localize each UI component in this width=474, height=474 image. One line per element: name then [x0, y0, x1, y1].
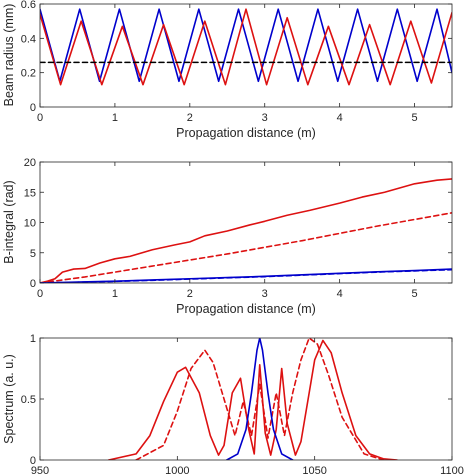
x-tick-label: 2 [187, 112, 193, 124]
chart-panel-3: 950 1000 1050 1100 0 0.5 1 Spectrum (a. u.) [2, 333, 464, 474]
series-line-2 [135, 338, 385, 460]
x-tick-label: 1100 [440, 465, 464, 474]
x-tick-label: 5 [411, 288, 417, 300]
chart-panel-1: 0 1 2 3 4 5 0 0.2 0.4 0.6 Propagation distance (m)… [2, 0, 453, 140]
series-group [107, 338, 398, 460]
x-tick-label: 2 [187, 288, 193, 300]
x-tick-label: 1 [112, 288, 118, 300]
y-axis-title: Beam radius (mm) [2, 4, 16, 107]
x-tick-label: 950 [31, 465, 49, 474]
series-line-1 [40, 178, 452, 283]
y-tick-label: 10 [24, 218, 36, 230]
series-line-4 [40, 268, 452, 283]
y-tick-label: 0.6 [21, 0, 36, 11]
y-tick-label: 0.5 [21, 394, 36, 406]
y-axis-title: Spectrum (a. u.) [2, 354, 16, 444]
x-tick-label: 4 [337, 112, 343, 124]
x-tick-label: 4 [337, 288, 343, 300]
series-line-3 [225, 338, 294, 460]
series-line-1 [40, 8, 452, 83]
x-axis-title: Propagation distance (m) [176, 126, 316, 140]
series-group [40, 178, 452, 283]
series-line-1 [107, 339, 398, 460]
x-tick-label: 1 [112, 112, 118, 124]
x-tick-label: 1050 [302, 465, 326, 474]
y-tick-label: 0.4 [21, 33, 36, 45]
y-tick-label: 20 [24, 157, 36, 169]
y-tick-label: 0 [30, 278, 36, 290]
series-line-2 [40, 8, 452, 86]
chart-panel-2: 0 1 2 3 4 5 0 5 10 15 20 Propagation distance (m) B-… [2, 157, 453, 316]
x-tick-label: 0 [37, 288, 43, 300]
y-tick-label: 0 [30, 102, 36, 114]
axes-frame [39, 3, 453, 108]
y-axis-title: B-integral (rad) [2, 180, 16, 263]
x-axis-title: Propagation distance (m) [176, 302, 316, 316]
y-tick-label: 5 [30, 248, 36, 260]
axes-frame [39, 337, 453, 461]
y-tick-label: 15 [24, 187, 36, 199]
x-tick-label: 1000 [165, 465, 189, 474]
y-tick-label: 0 [30, 455, 36, 467]
x-tick-label: 0 [37, 112, 43, 124]
axes-frame [39, 161, 453, 284]
x-tick-label: 3 [262, 112, 268, 124]
x-tick-label: 5 [411, 112, 417, 124]
series-group [40, 8, 452, 86]
y-tick-label: 0.2 [21, 68, 36, 80]
series-line-2 [40, 212, 452, 283]
x-tick-label: 3 [262, 288, 268, 300]
y-tick-label: 1 [30, 333, 36, 345]
